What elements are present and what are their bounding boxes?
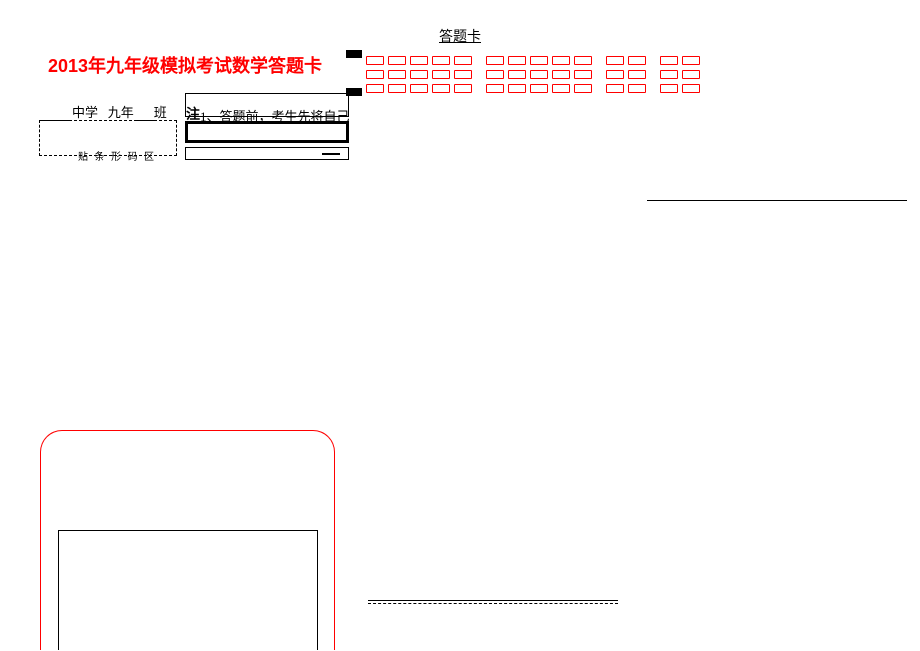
answer-bubble[interactable]: [628, 56, 646, 65]
answer-bubble[interactable]: [552, 70, 570, 79]
answer-bubble[interactable]: [682, 84, 700, 93]
answer-bubble[interactable]: [410, 70, 428, 79]
answer-bubble[interactable]: [530, 84, 548, 93]
barcode-area-label: 贴 条 形 码 区: [78, 148, 156, 163]
answer-bubble[interactable]: [366, 84, 384, 93]
answer-bubble[interactable]: [574, 56, 592, 65]
scan-slot: [209, 128, 237, 131]
answer-bubble[interactable]: [366, 70, 384, 79]
answer-bubble[interactable]: [410, 84, 428, 93]
student-info-line: 中学 九年 班: [40, 102, 167, 121]
answer-bubble[interactable]: [574, 70, 592, 79]
answer-bubble[interactable]: [660, 70, 678, 79]
answer-bubble[interactable]: [508, 84, 526, 93]
horizontal-rule-right: [647, 200, 907, 201]
school-blank: [40, 107, 72, 121]
separator-line: [368, 600, 618, 601]
answer-bubble[interactable]: [660, 84, 678, 93]
registration-mark: [346, 50, 362, 58]
scan-box-3: [185, 147, 349, 160]
page-header: 答题卡: [0, 26, 920, 46]
answer-bubble[interactable]: [454, 70, 472, 79]
answer-bubble[interactable]: [388, 84, 406, 93]
answer-bubble[interactable]: [486, 56, 504, 65]
school-suffix: 中学: [72, 105, 98, 120]
answer-inner-box: [58, 530, 318, 650]
answer-bubble[interactable]: [432, 70, 450, 79]
answer-bubble[interactable]: [682, 70, 700, 79]
answer-bubble[interactable]: [486, 84, 504, 93]
answer-bubble[interactable]: [552, 84, 570, 93]
answer-bubble[interactable]: [682, 56, 700, 65]
answer-bubble[interactable]: [454, 56, 472, 65]
grade-label: 九年: [108, 105, 134, 120]
scan-box-2: [185, 121, 349, 143]
answer-bubble[interactable]: [508, 56, 526, 65]
answer-bubble[interactable]: [552, 56, 570, 65]
answer-bubble[interactable]: [660, 56, 678, 65]
answer-bubble[interactable]: [432, 56, 450, 65]
answer-bubble[interactable]: [366, 56, 384, 65]
scan-slot: [289, 128, 317, 131]
answer-bubble[interactable]: [486, 70, 504, 79]
answer-bubble[interactable]: [628, 70, 646, 79]
answer-bubble[interactable]: [530, 70, 548, 79]
scan-dash: [322, 153, 340, 155]
main-title: 2013年九年级模拟考试数学答题卡: [48, 52, 322, 78]
answer-bubble[interactable]: [606, 56, 624, 65]
separator-dashed: [368, 603, 618, 604]
answer-bubble[interactable]: [388, 56, 406, 65]
scan-box-1: [185, 93, 349, 117]
answer-bubble[interactable]: [454, 84, 472, 93]
class-blank: [134, 107, 154, 121]
answer-bubble[interactable]: [628, 84, 646, 93]
answer-bubble[interactable]: [574, 84, 592, 93]
registration-mark: [346, 88, 362, 96]
answer-bubble[interactable]: [530, 56, 548, 65]
scan-slot: [249, 128, 277, 131]
answer-bubble[interactable]: [432, 84, 450, 93]
answer-bubble[interactable]: [410, 56, 428, 65]
answer-bubble[interactable]: [606, 84, 624, 93]
answer-bubble[interactable]: [508, 70, 526, 79]
answer-bubble[interactable]: [388, 70, 406, 79]
class-suffix: 班: [154, 105, 167, 120]
answer-bubble[interactable]: [606, 70, 624, 79]
